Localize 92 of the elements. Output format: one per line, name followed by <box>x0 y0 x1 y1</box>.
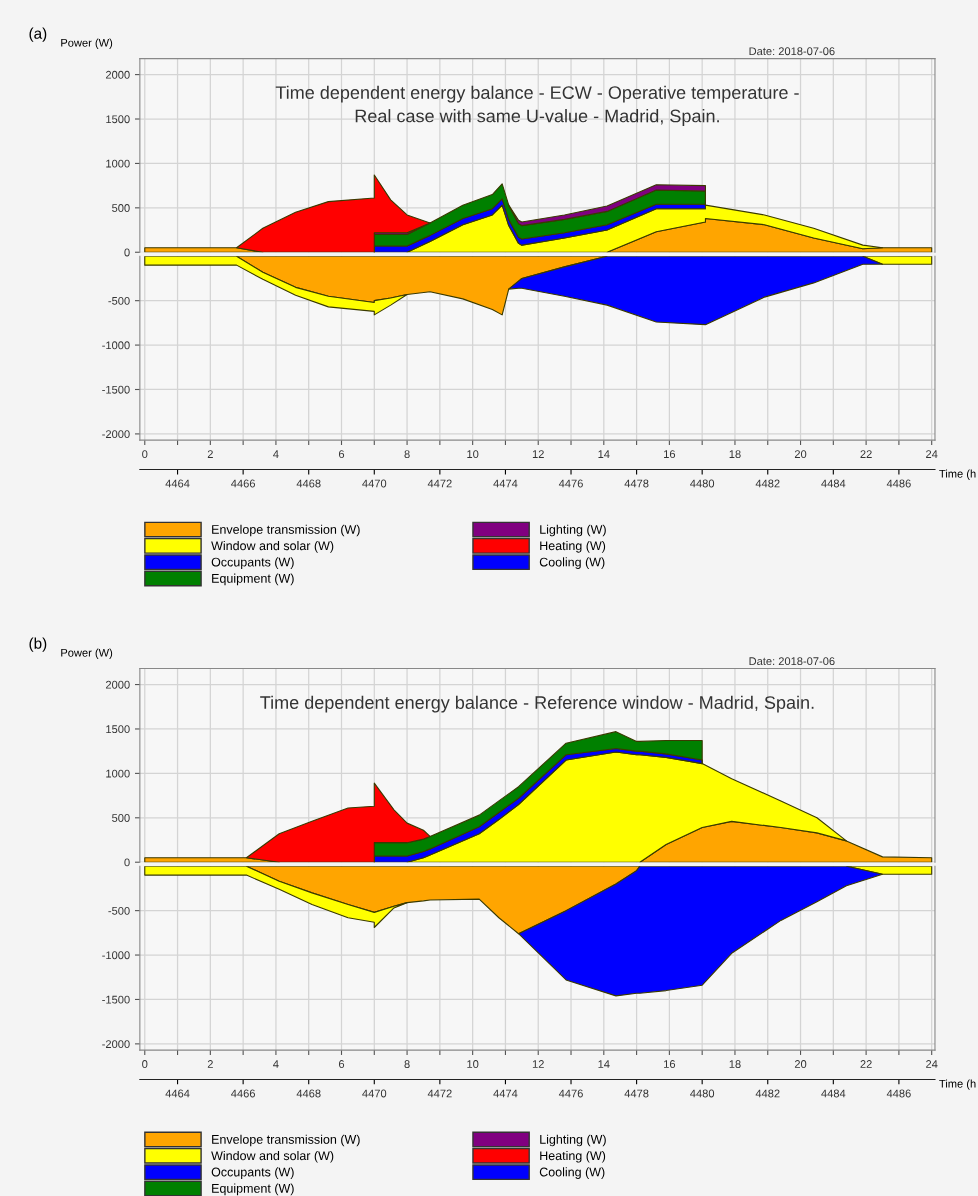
y-tick-label: 2000 <box>105 70 130 79</box>
x2-tick-label: 4472 <box>427 1089 452 1098</box>
y-tick-label: 500 <box>112 814 130 822</box>
x2-tick-label: 4468 <box>296 479 321 488</box>
x2-tick-label: 4484 <box>821 1089 846 1098</box>
x-tick-label: 16 <box>664 450 676 459</box>
x-tick-label: 18 <box>729 450 741 459</box>
x-tick-label: 0 <box>142 450 148 459</box>
x-tick-label: 22 <box>860 450 872 458</box>
y-tick-label: 1500 <box>106 115 130 124</box>
legend-label: Heating (W) <box>540 1150 606 1163</box>
y-tick-label: 0 <box>124 248 130 257</box>
x-tick-label: 10 <box>467 450 479 459</box>
legend-label: Equipment (W) <box>212 1183 294 1196</box>
y-tick-label: -1000 <box>102 341 130 350</box>
legend-label: Equipment (W) <box>212 573 294 586</box>
y-tick-label: 1500 <box>106 725 130 734</box>
x2-tick-label: 4476 <box>558 479 583 488</box>
y-tick-label: 500 <box>112 204 130 212</box>
x-tick-label: 12 <box>532 1060 544 1068</box>
x2-tick-label: 4474 <box>493 479 518 488</box>
y-axis-title: Power (W) <box>61 648 113 659</box>
legend-label: Occupants (W) <box>211 1167 294 1179</box>
text: Time dependent energy balance - ECW - Operative temperature - Real case with same U-value - Madrid, Spain. <box>275 85 799 126</box>
text: Date: 2018-07-06 <box>749 47 835 56</box>
text: (a) <box>29 27 47 42</box>
x2-tick-label: 4470 <box>362 1089 387 1098</box>
y-tick-label: -2000 <box>102 1040 130 1049</box>
legend-label: Heating (W) <box>540 540 606 553</box>
x-tick-label: 20 <box>794 1060 807 1068</box>
x-tick-label: 20 <box>794 450 807 459</box>
x-tick-label: 24 <box>926 1060 938 1068</box>
y-tick-label: -500 <box>108 296 130 305</box>
x-tick-label: 18 <box>729 1060 741 1068</box>
x-tick-label: 6 <box>338 450 345 459</box>
y-tick-label: -2000 <box>102 430 130 439</box>
y-tick-label: 2000 <box>105 680 130 689</box>
x2-tick-label: 4480 <box>690 479 715 488</box>
x2-tick-label: 4482 <box>755 479 780 488</box>
x-tick-label: 6 <box>338 1060 345 1068</box>
y-tick-label: 0 <box>124 858 130 867</box>
x2-tick-label: 4464 <box>165 479 190 488</box>
legend-label: Window and solar (W) <box>211 1150 334 1163</box>
x-tick-label: 24 <box>926 450 938 458</box>
x2-tick-label: 4482 <box>755 1089 780 1098</box>
x2-tick-label: 4472 <box>427 479 452 488</box>
x2-tick-label: 4486 <box>886 479 911 488</box>
x2-tick-label: 4474 <box>493 1089 518 1098</box>
x2-tick-label: 4486 <box>886 1089 911 1098</box>
x-tick-label: 22 <box>860 1060 872 1068</box>
x2-tick-label: 4476 <box>558 1089 583 1098</box>
x-tick-label: 4 <box>273 450 279 458</box>
x-tick-label: 16 <box>664 1060 676 1068</box>
legend-label: Lighting (W) <box>540 524 606 537</box>
text: Cooling (W) <box>539 557 605 569</box>
x2-tick-label: 4466 <box>231 479 256 488</box>
x-tick-label: 2 <box>207 450 213 458</box>
x-tick-label: 12 <box>532 450 544 458</box>
legend-label: Occupants (W) <box>211 557 294 569</box>
x2-tick-label: 4470 <box>362 479 387 488</box>
x2-tick-label: 4484 <box>821 479 846 488</box>
y-tick-label: -500 <box>108 906 130 915</box>
x-tick-label: 2 <box>207 1060 213 1068</box>
y-axis-title: Power (W) <box>61 38 113 49</box>
x-tick-label: 14 <box>598 450 610 458</box>
legend-label: Envelope transmission (W) <box>212 524 360 537</box>
x2-tick-label: 4478 <box>624 1089 649 1098</box>
text: Date: 2018-07-06 <box>749 657 835 666</box>
x2-tick-label: 4468 <box>296 1089 321 1098</box>
x2-tick-label: 4464 <box>165 1089 190 1098</box>
x-tick-label: 8 <box>404 1060 410 1068</box>
legend-label: Lighting (W) <box>540 1134 606 1147</box>
y-tick-label: 1000 <box>106 769 130 778</box>
x2-tick-label: 4480 <box>690 1089 715 1098</box>
text: Time dependent energy balance - Reference window - Madrid, Spain. <box>260 695 814 713</box>
x-tick-label: 14 <box>598 1060 610 1068</box>
y-tick-label: 1000 <box>106 159 130 168</box>
x-tick-label: 4 <box>273 1060 279 1068</box>
x-tick-label: 0 <box>142 1060 148 1068</box>
legend-label: Window and solar (W) <box>211 540 334 553</box>
x-tick-label: 10 <box>467 1060 479 1068</box>
x2-tick-label: 4466 <box>231 1089 256 1098</box>
x-axis-title: Time (h <box>939 1079 976 1090</box>
y-tick-label: -1500 <box>102 385 130 394</box>
text: Cooling (W) <box>539 1167 605 1179</box>
x-axis-title: Time (h <box>939 469 976 480</box>
y-tick-label: -1500 <box>102 995 130 1004</box>
x2-tick-label: 4478 <box>624 479 649 488</box>
text: (b) <box>29 637 47 652</box>
y-tick-label: -1000 <box>102 951 130 960</box>
legend-label: Envelope transmission (W) <box>212 1134 360 1147</box>
x-tick-label: 8 <box>404 450 410 459</box>
